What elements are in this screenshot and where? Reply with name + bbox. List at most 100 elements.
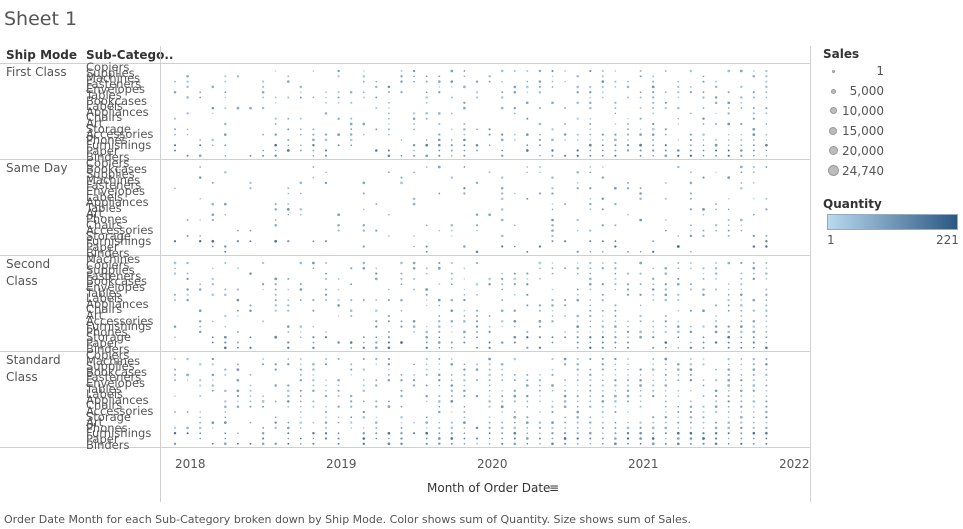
scatter-point[interactable] (287, 288, 290, 291)
scatter-point[interactable] (539, 278, 541, 280)
scatter-point[interactable] (198, 426, 202, 430)
scatter-point[interactable] (211, 336, 214, 339)
scatter-point[interactable] (413, 432, 416, 435)
scatter-point[interactable] (438, 421, 441, 424)
scatter-point[interactable] (412, 143, 416, 147)
scatter-point[interactable] (601, 154, 604, 157)
scatter-point[interactable] (337, 288, 340, 291)
scatter-point[interactable] (627, 128, 629, 131)
scatter-point[interactable] (639, 117, 642, 120)
scatter-point[interactable] (199, 384, 202, 387)
scatter-point[interactable] (576, 400, 579, 403)
scatter-point[interactable] (551, 192, 554, 195)
scatter-point[interactable] (589, 431, 592, 435)
scatter-point[interactable] (752, 421, 755, 424)
scatter-point[interactable] (614, 288, 617, 291)
scatter-point[interactable] (652, 75, 655, 78)
scatter-point[interactable] (488, 282, 491, 286)
scatter-point[interactable] (387, 405, 391, 409)
scatter-point[interactable] (350, 298, 353, 302)
scatter-point[interactable] (438, 373, 441, 377)
scatter-point[interactable] (740, 341, 743, 344)
scatter-point[interactable] (727, 325, 730, 328)
scatter-point[interactable] (501, 432, 504, 435)
scatter-point[interactable] (463, 432, 466, 434)
scatter-point[interactable] (325, 91, 327, 94)
scatter-point[interactable] (664, 416, 668, 419)
scatter-point[interactable] (551, 410, 554, 414)
scatter-point[interactable] (413, 123, 415, 125)
scatter-point[interactable] (287, 432, 290, 435)
scatter-point[interactable] (312, 144, 315, 147)
scatter-point[interactable] (312, 133, 315, 136)
scatter-point[interactable] (614, 112, 617, 115)
scatter-point[interactable] (627, 138, 629, 141)
scatter-point[interactable] (299, 325, 303, 328)
scatter-point[interactable] (727, 234, 730, 237)
scatter-point[interactable] (740, 277, 743, 280)
scatter-point[interactable] (463, 75, 466, 78)
scatter-point[interactable] (614, 138, 617, 142)
scatter-point[interactable] (689, 91, 693, 94)
scatter-point[interactable] (753, 416, 755, 419)
scatter-point[interactable] (375, 80, 378, 83)
scatter-point[interactable] (539, 374, 541, 376)
scatter-point[interactable] (589, 282, 592, 286)
scatter-point[interactable] (526, 101, 529, 105)
scatter-point[interactable] (664, 288, 667, 291)
scatter-point[interactable] (601, 325, 605, 328)
scatter-point[interactable] (727, 261, 730, 265)
scatter-point[interactable] (740, 437, 743, 440)
scatter-point[interactable] (639, 261, 642, 265)
scatter-point[interactable] (413, 75, 415, 78)
scatter-point[interactable] (765, 85, 768, 89)
scatter-point[interactable] (601, 330, 604, 333)
scatter-point[interactable] (488, 133, 491, 136)
scatter-point[interactable] (475, 379, 479, 382)
scatter-point[interactable] (412, 117, 416, 120)
scatter-point[interactable] (765, 346, 768, 350)
scatter-point[interactable] (463, 330, 466, 334)
scatter-point[interactable] (665, 437, 667, 440)
scatter-point[interactable] (551, 138, 554, 142)
scatter-point[interactable] (463, 416, 466, 419)
scatter-point[interactable] (262, 133, 265, 136)
scatter-point[interactable] (664, 298, 668, 302)
scatter-point[interactable] (601, 416, 604, 419)
scatter-point[interactable] (362, 357, 365, 361)
scatter-point[interactable] (727, 133, 730, 136)
scatter-point[interactable] (362, 299, 365, 302)
scatter-point[interactable] (664, 154, 668, 158)
scatter-point[interactable] (412, 379, 416, 382)
scatter-point[interactable] (387, 213, 390, 216)
scatter-point[interactable] (425, 117, 428, 120)
scatter-point[interactable] (614, 368, 617, 371)
scatter-point[interactable] (576, 368, 579, 371)
scatter-point[interactable] (438, 368, 441, 371)
scatter-point[interactable] (689, 133, 692, 136)
scatter-point[interactable] (400, 261, 403, 265)
scatter-point[interactable] (702, 346, 705, 349)
scatter-point[interactable] (400, 298, 403, 302)
scatter-point[interactable] (299, 91, 302, 94)
scatter-point[interactable] (337, 384, 340, 387)
scatter-point[interactable] (740, 96, 743, 99)
scatter-point[interactable] (690, 86, 692, 88)
scatter-point[interactable] (627, 373, 629, 376)
scatter-point[interactable] (337, 213, 340, 217)
scatter-point[interactable] (450, 112, 453, 115)
scatter-point[interactable] (375, 96, 378, 99)
scatter-point[interactable] (651, 127, 655, 131)
scatter-point[interactable] (425, 325, 428, 328)
scatter-point[interactable] (765, 314, 768, 318)
scatter-point[interactable] (287, 400, 290, 403)
scatter-point[interactable] (463, 336, 466, 339)
scatter-point[interactable] (198, 309, 202, 313)
scatter-point[interactable] (500, 341, 504, 344)
scatter-point[interactable] (475, 250, 479, 254)
scatter-point[interactable] (526, 379, 529, 382)
scatter-point[interactable] (249, 229, 252, 232)
scatter-point[interactable] (438, 122, 441, 126)
scatter-point[interactable] (626, 144, 630, 147)
scatter-point[interactable] (639, 133, 642, 136)
